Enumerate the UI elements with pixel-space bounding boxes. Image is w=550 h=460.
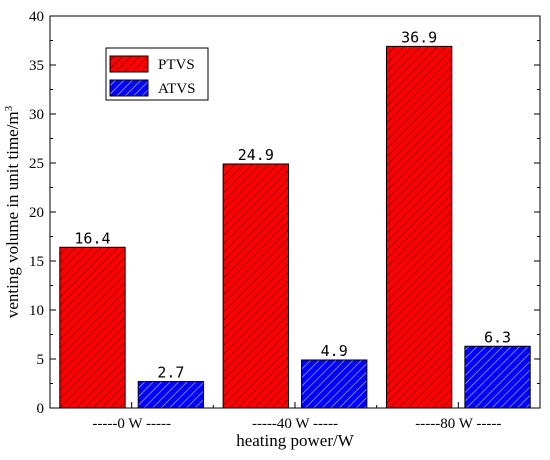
bar — [222, 163, 289, 409]
y-tick-label: 40 — [29, 9, 44, 25]
y-axis-title-superscript: 3 — [3, 105, 15, 111]
y-axis-title-text: venting volume in unit time/m — [3, 111, 22, 318]
data-label: 2.7 — [157, 364, 184, 382]
y-tick-label: 20 — [29, 205, 44, 221]
bar — [137, 381, 205, 409]
y-tick-label: 5 — [37, 352, 45, 368]
bar — [59, 246, 126, 409]
y-tick-label: 10 — [29, 303, 44, 319]
legend-label: ATVS — [158, 81, 196, 97]
x-axis-title: heating power/W — [236, 431, 354, 450]
data-label: 36.9 — [401, 28, 437, 46]
x-axis: -----0 W ----- -----40 W ----- -----80 W -… — [92, 402, 501, 432]
bar — [385, 45, 453, 409]
data-label: 16.4 — [74, 229, 110, 247]
x-tick-label: -----0 W ----- — [92, 416, 171, 432]
legend-label: PTVS — [158, 57, 195, 73]
x-tick-label: -----40 W ----- — [252, 416, 338, 432]
legend: PTVS ATVS — [105, 47, 209, 101]
legend-swatch — [109, 55, 149, 73]
y-tick-label: 15 — [29, 254, 44, 270]
y-tick-label: 0 — [37, 401, 45, 417]
bars — [59, 45, 531, 409]
data-label: 24.9 — [238, 146, 274, 164]
data-label: 6.3 — [484, 328, 511, 346]
y-tick-label: 30 — [29, 107, 44, 123]
y-tick-label: 25 — [29, 156, 44, 172]
data-label: 4.9 — [321, 342, 348, 360]
y-tick-label: 35 — [29, 58, 44, 74]
bar — [301, 359, 368, 409]
bar — [464, 345, 531, 409]
legend-swatch — [109, 79, 149, 97]
data-labels: 16.4 24.9 36.9 2.7 4.9 6.3 — [74, 28, 511, 381]
y-axis: 0 5 10 15 20 25 30 35 40 — [29, 9, 540, 417]
x-tick-label: -----80 W ----- — [415, 416, 501, 432]
y-axis-title: venting volume in unit time/m3 — [3, 105, 22, 318]
